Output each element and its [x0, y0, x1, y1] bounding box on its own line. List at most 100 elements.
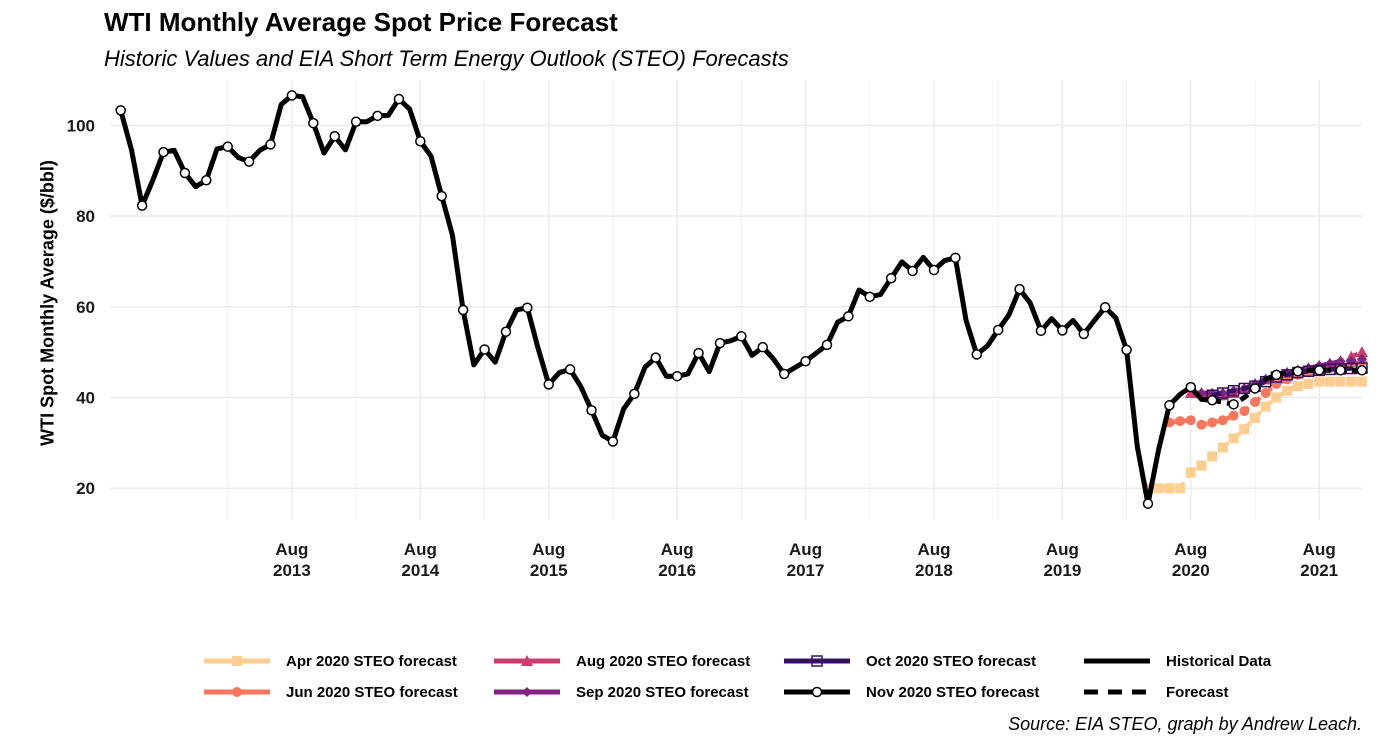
data-point [1249, 397, 1260, 408]
data-point [1335, 376, 1346, 387]
data-point [1335, 365, 1346, 376]
data-point [1217, 442, 1228, 453]
data-point [714, 337, 726, 349]
legend-key [204, 687, 270, 697]
x-tick-label: Aug 2016 [658, 540, 696, 580]
data-point [843, 311, 854, 322]
data-point [201, 174, 212, 186]
legend-label: Nov 2020 STEO forecast [866, 683, 1040, 701]
data-point [1282, 385, 1293, 396]
x-tick-label: Aug 2015 [530, 540, 568, 580]
data-point [372, 110, 383, 122]
data-point [778, 368, 790, 380]
data-point [1175, 483, 1186, 494]
legend-key [784, 686, 850, 698]
series-nov-2020-steo-forecast [115, 90, 1368, 509]
x-tick-label: Aug 2017 [787, 540, 825, 580]
y-tick-label: 80 [76, 207, 95, 226]
data-point [243, 156, 255, 167]
data-point [1164, 399, 1175, 411]
data-point [693, 347, 704, 359]
data-point [350, 116, 362, 127]
y-tick-label: 40 [76, 389, 95, 408]
data-point [1292, 381, 1303, 392]
chart-title: WTI Monthly Average Spot Price Forecast [104, 7, 618, 37]
legend-key [1084, 689, 1150, 695]
legend-label: Apr 2020 STEO forecast [286, 652, 457, 670]
data-point [1313, 365, 1325, 376]
data-point [415, 135, 426, 147]
data-point [436, 190, 447, 202]
data-point [286, 90, 298, 101]
data-point [1239, 406, 1250, 417]
data-point [1314, 376, 1325, 387]
x-tick-label: Aug 2019 [1043, 540, 1081, 580]
data-point [1207, 417, 1218, 428]
legend-label: Historical Data [1166, 652, 1272, 670]
data-point [821, 339, 833, 351]
legend-marker [811, 686, 823, 698]
data-point [1260, 401, 1271, 412]
legend-label: Forecast [1166, 683, 1229, 701]
legend-marker [522, 687, 532, 697]
data-point [1175, 416, 1186, 427]
data-point [1303, 378, 1314, 389]
legend-item-jun-2020-steo-forecast: Jun 2020 STEO forecast [200, 679, 458, 705]
data-point [329, 130, 340, 142]
data-point [1228, 410, 1239, 421]
x-tick-label: Aug 2020 [1172, 540, 1210, 580]
legend-label: Oct 2020 STEO forecast [866, 652, 1037, 670]
legend-key [204, 656, 270, 666]
data-point [500, 326, 512, 338]
data-point [308, 117, 319, 129]
data-point [393, 93, 405, 105]
legend-label: Jun 2020 STEO forecast [286, 683, 458, 701]
legend-marker [232, 656, 242, 666]
data-point [479, 344, 490, 355]
series-line [118, 92, 1213, 507]
data-point [928, 264, 940, 276]
data-point [629, 388, 640, 400]
data-point [1249, 412, 1260, 423]
source-caption: Source: EIA STEO, graph by Andrew Leach. [1008, 714, 1362, 734]
data-point [1356, 346, 1368, 358]
data-point [757, 341, 769, 353]
data-point [1099, 302, 1111, 313]
data-point [1184, 386, 1197, 398]
y-tick-label: 100 [67, 116, 95, 135]
y-tick-label: 20 [76, 479, 95, 498]
legend-item-aug-2020-steo-forecast: Aug 2020 STEO forecast [490, 648, 750, 674]
data-point [1260, 387, 1271, 398]
data-point [1206, 394, 1218, 406]
data-point [1196, 460, 1207, 471]
data-point [1057, 325, 1068, 336]
legend-key [494, 687, 560, 697]
data-point [1164, 483, 1175, 494]
data-point [800, 355, 811, 367]
legend-marker [811, 655, 823, 667]
data-point [1142, 498, 1154, 509]
data-point [1324, 376, 1335, 387]
data-point [1185, 467, 1196, 478]
line-chart: 20 40 60 80 100 Aug 2013 Aug 2014 Aug 2015 Aug 2016 A… [67, 80, 1368, 580]
data-point [1185, 415, 1196, 426]
data-point [1271, 369, 1282, 381]
data-point [586, 404, 597, 416]
data-point [992, 324, 1004, 336]
legend-label: Sep 2020 STEO forecast [576, 683, 749, 701]
data-point [222, 141, 233, 152]
data-point [543, 379, 554, 390]
data-point [1217, 415, 1228, 426]
series-apr-2020-steo-forecast [1142, 376, 1367, 494]
data-point [158, 146, 169, 158]
data-point [522, 302, 533, 313]
data-point [1185, 381, 1197, 393]
legend-item-oct-2020-steo-forecast: Oct 2020 STEO forecast [780, 648, 1036, 674]
data-point [265, 139, 276, 150]
data-point [1142, 483, 1153, 494]
data-point [564, 364, 576, 375]
data-point [1292, 365, 1304, 377]
legend-item-historical-data: Historical Data [1080, 648, 1271, 674]
data-point [1196, 419, 1207, 430]
data-point [1078, 328, 1090, 340]
